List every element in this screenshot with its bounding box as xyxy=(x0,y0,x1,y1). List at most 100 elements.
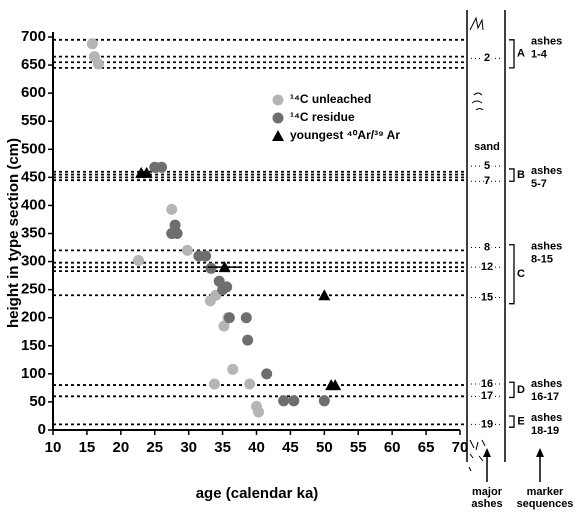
point xyxy=(221,281,233,293)
y-tick-label: 650 xyxy=(21,56,46,73)
legend-marker xyxy=(272,130,284,141)
x-tick-label: 25 xyxy=(146,439,163,456)
arrowhead xyxy=(536,448,544,457)
ash-number: 16 xyxy=(481,378,493,390)
x-tick-label: 10 xyxy=(45,439,62,456)
point xyxy=(132,254,144,266)
sequence-letter: D xyxy=(517,384,525,396)
y-tick-label: 0 xyxy=(38,421,46,438)
y-tick-label: 500 xyxy=(21,140,46,157)
point xyxy=(213,275,225,287)
bracket xyxy=(509,39,515,69)
point xyxy=(253,406,265,418)
bracket xyxy=(509,244,515,305)
ash-number: 17 xyxy=(481,390,493,402)
column-art xyxy=(468,16,486,472)
ash-number: 8 xyxy=(484,241,490,253)
ash-number: 2 xyxy=(484,52,490,64)
sequence-label: ashes xyxy=(531,378,562,390)
point xyxy=(218,261,231,273)
point xyxy=(278,395,290,407)
y-tick-label: 350 xyxy=(21,224,46,241)
arrowhead xyxy=(483,448,491,457)
point xyxy=(227,363,239,375)
point xyxy=(223,312,235,324)
legend-label: ¹⁴C residue xyxy=(290,110,355,124)
point xyxy=(205,262,217,274)
sand-label: sand xyxy=(474,141,500,153)
point xyxy=(140,166,153,178)
y-tick-label: 150 xyxy=(21,337,46,354)
point xyxy=(156,161,168,173)
point xyxy=(318,395,330,407)
legend-label: ¹⁴C unleached xyxy=(290,92,371,106)
sequence-label: 18-19 xyxy=(531,425,559,437)
ash-number: 7 xyxy=(484,175,490,187)
y-tick-label: 250 xyxy=(21,281,46,298)
bottom-label: ashes xyxy=(471,498,502,510)
y-tick-label: 400 xyxy=(21,196,46,213)
y-tick-label: 600 xyxy=(21,84,46,101)
legend-marker xyxy=(272,94,284,106)
x-tick-label: 60 xyxy=(384,439,401,456)
point xyxy=(244,378,256,390)
y-tick-label: 200 xyxy=(21,309,46,326)
x-tick-label: 20 xyxy=(112,439,129,456)
sequence-letter: C xyxy=(517,268,525,280)
x-tick-label: 65 xyxy=(418,439,435,456)
y-axis-label: height in type section (cm) xyxy=(5,138,22,328)
point xyxy=(200,250,212,262)
point xyxy=(329,379,342,391)
x-tick-label: 40 xyxy=(248,439,265,456)
point xyxy=(166,203,178,215)
sequence-label: ashes xyxy=(531,165,562,177)
bracket xyxy=(509,415,515,428)
point xyxy=(218,320,230,332)
bottom-label: major xyxy=(472,486,503,498)
ash-number: 15 xyxy=(481,291,493,303)
bottom-label: marker xyxy=(527,486,564,498)
sequence-letter: B xyxy=(517,169,525,181)
point xyxy=(208,378,220,390)
x-tick-label: 15 xyxy=(79,439,96,456)
y-tick-label: 550 xyxy=(21,112,46,129)
bottom-label: sequences xyxy=(517,498,574,510)
bracket xyxy=(509,168,515,182)
point xyxy=(288,395,300,407)
y-tick-label: 450 xyxy=(21,168,46,185)
ash-number: 19 xyxy=(481,418,493,430)
point xyxy=(181,244,193,256)
x-tick-label: 70 xyxy=(452,439,469,456)
legend-label: youngest ⁴⁰Ar/³⁹ Ar xyxy=(290,128,400,142)
x-tick-label: 35 xyxy=(214,439,231,456)
y-tick-label: 700 xyxy=(21,28,46,45)
sequence-label: 1-4 xyxy=(531,49,548,61)
sequence-label: ashes xyxy=(531,241,562,253)
sequence-letter: E xyxy=(517,415,524,427)
sequence-label: 8-15 xyxy=(531,254,553,266)
bracket xyxy=(509,381,515,399)
point xyxy=(92,58,104,70)
sequence-label: 5-7 xyxy=(531,178,547,190)
sequence-label: ashes xyxy=(531,36,562,48)
x-tick-label: 30 xyxy=(180,439,197,456)
y-tick-label: 300 xyxy=(21,253,46,270)
y-tick-label: 50 xyxy=(29,393,46,410)
x-tick-label: 50 xyxy=(316,439,333,456)
point xyxy=(318,289,331,301)
legend-marker xyxy=(272,112,284,124)
x-tick-label: 45 xyxy=(282,439,299,456)
point xyxy=(86,38,98,50)
point xyxy=(240,312,252,324)
sequence-label: 16-17 xyxy=(531,391,559,403)
point xyxy=(171,228,183,239)
point xyxy=(242,334,254,346)
ash-number: 12 xyxy=(481,261,493,273)
sequence-letter: A xyxy=(517,48,525,60)
x-axis-label: age (calendar ka) xyxy=(196,485,319,502)
point xyxy=(169,219,181,231)
y-tick-label: 100 xyxy=(21,365,46,382)
point xyxy=(261,368,273,380)
x-tick-label: 55 xyxy=(350,439,367,456)
